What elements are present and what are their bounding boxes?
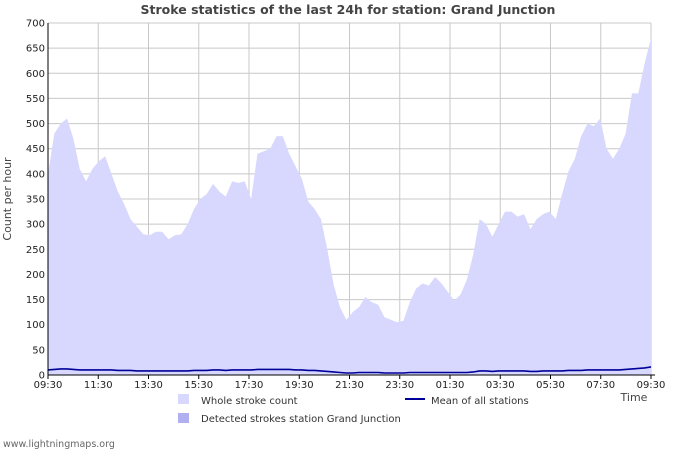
y-tick-label: 500 <box>26 119 45 130</box>
x-tick-label: 01:30 <box>436 380 465 391</box>
y-tick-label: 350 <box>26 195 45 206</box>
y-tick-label: 300 <box>26 220 45 231</box>
legend-label-detected-strokes: Detected strokes station Grand Junction <box>201 414 401 425</box>
x-tick-label: 23:30 <box>385 380 414 391</box>
y-tick-label: 450 <box>26 144 45 155</box>
legend-swatch-detected-strokes <box>178 413 189 423</box>
x-tick-label: 11:30 <box>84 380 113 391</box>
x-tick-label: 07:30 <box>586 380 615 391</box>
y-tick-label: 650 <box>26 44 45 55</box>
x-tick-label: 13:30 <box>134 380 163 391</box>
x-tick-label: 09:30 <box>34 380 63 391</box>
area-whole-stroke-count <box>48 38 651 376</box>
y-tick-label: 200 <box>26 270 45 281</box>
x-tick-label: 19:30 <box>285 380 314 391</box>
legend-swatch-whole-stroke-count <box>178 394 189 404</box>
y-tick-label: 400 <box>26 169 45 180</box>
line-mean-of-all-stations <box>47 366 652 374</box>
x-tick-label: 03:30 <box>486 380 515 391</box>
y-tick-label: 600 <box>26 69 45 80</box>
y-tick-label: 550 <box>26 94 45 105</box>
x-axis-label: Time <box>620 391 648 404</box>
y-tick-label: 700 <box>26 19 45 30</box>
y-axis-label: Count per hour <box>1 157 14 241</box>
x-tick-label: 17:30 <box>235 380 264 391</box>
y-tick-label: 250 <box>26 245 45 256</box>
legend-label-whole-stroke-count: Whole stroke count <box>201 396 298 407</box>
y-tick-label: 50 <box>32 345 45 356</box>
y-tick-label: 100 <box>26 320 45 331</box>
x-tick-label: 21:30 <box>335 380 364 391</box>
y-tick-label: 0 <box>39 371 45 382</box>
x-tick-labels: 09:30 11:30 13:30 15:30 17:30 19:30 21:30 23:30… <box>34 380 666 391</box>
x-tick-label: 15:30 <box>184 380 213 391</box>
legend: Whole stroke count Mean of all stations … <box>178 394 529 425</box>
x-tick-label: 09:30 <box>637 380 666 391</box>
line-series <box>47 366 652 374</box>
legend-label-mean-of-all-stations: Mean of all stations <box>431 396 529 407</box>
area-series <box>48 38 651 376</box>
axes <box>47 23 655 379</box>
y-tick-label: 150 <box>26 295 45 306</box>
footer-attribution: www.lightningmaps.org <box>3 439 115 450</box>
y-tick-labels: 0 50 100 150 200 250 300 350 400 450 500 550 600 650 7… <box>26 19 45 382</box>
chart-title: Stroke statistics of the last 24h for st… <box>141 2 556 17</box>
x-tick-label: 05:30 <box>536 380 565 391</box>
